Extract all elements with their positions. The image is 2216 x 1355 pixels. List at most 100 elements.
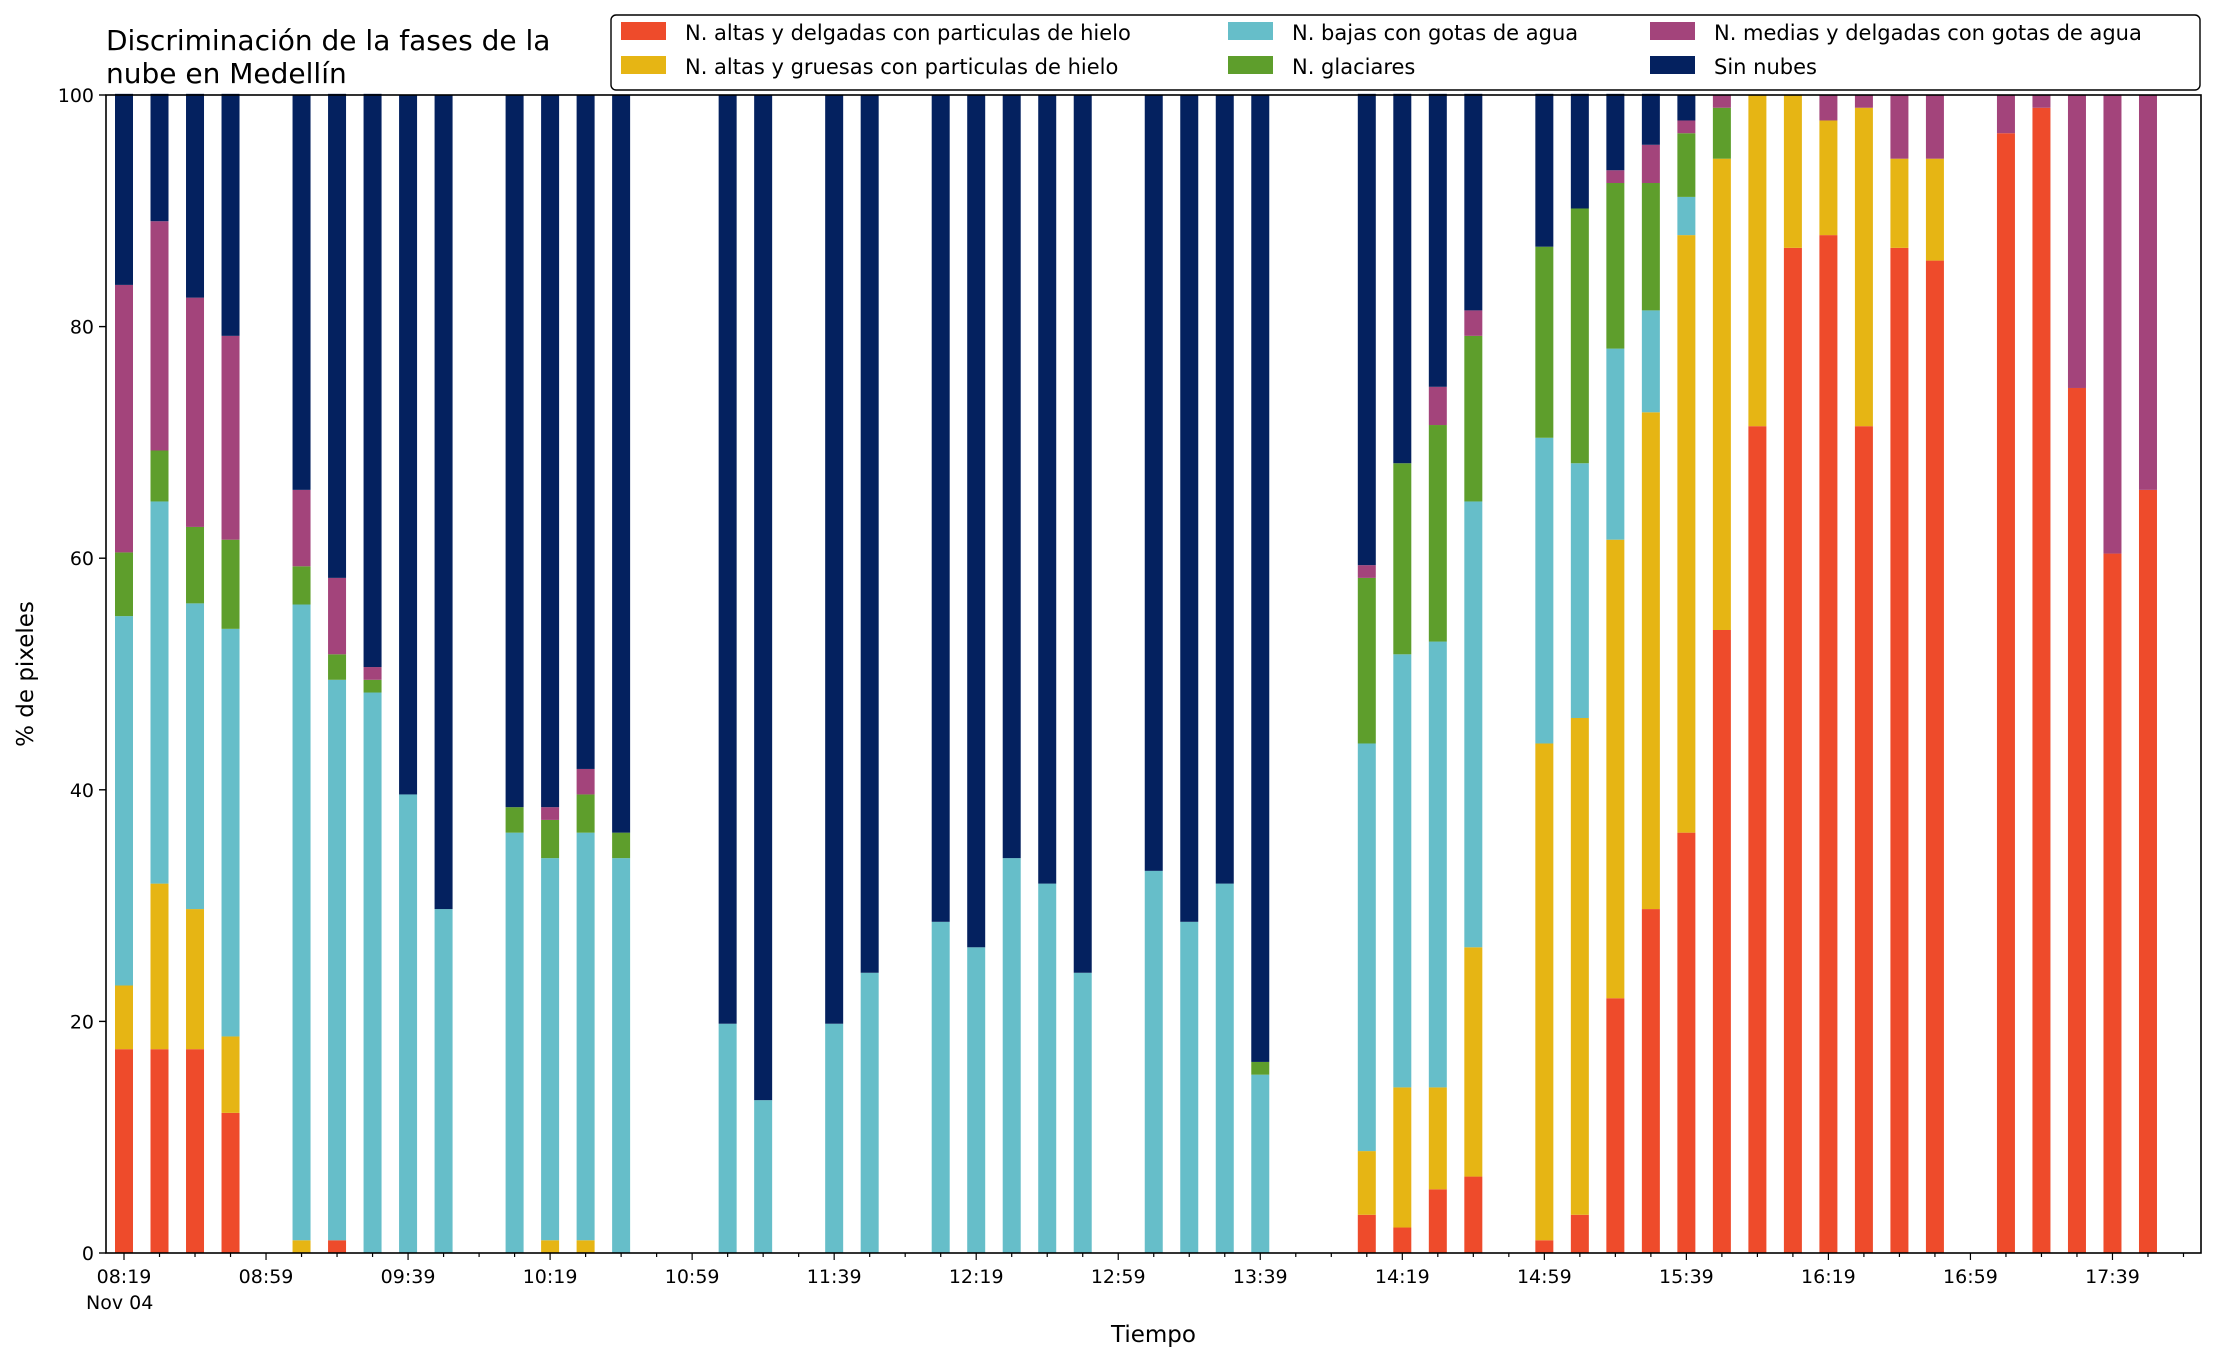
bar-segment-13:29-s5 [1215,95,1234,884]
bar-segment-10:09-s3 [505,807,524,833]
bar-segment-09:09-s5 [292,95,311,490]
bar-segment-11:09-s2 [718,1023,737,1253]
bar-segment-15:49-s3 [1712,107,1731,159]
x-axis-label: Tiempo [1110,1322,1196,1348]
bar-segment-09:09-s2 [292,604,311,1241]
legend-label: N. altas y gruesas con particulas de hie… [685,55,1118,79]
bar-segment-15:29-s1 [1641,412,1660,910]
bar-segment-15:39-s0 [1677,832,1696,1253]
bar-segment-16:19-s1 [1819,120,1838,236]
bar-segment-14:39-s4 [1464,310,1483,336]
bar-segment-14:09-s3 [1357,577,1376,744]
bar-segment-12:19-s5 [967,95,986,948]
x-tick-label: 09:39 [381,1266,436,1288]
bar-segment-08:19-s4 [115,284,133,553]
bar-segment-10:09-s2 [505,832,524,1253]
bar-segment-12:39-s5 [1038,95,1057,884]
bar-segment-14:09-s2 [1357,743,1376,1152]
bar-segment-15:19-s4 [1606,170,1625,184]
bar-segment-09:29-s3 [363,679,382,693]
x-tick-label: 08:59 [239,1266,294,1288]
bar-segment-08:29-s3 [150,450,169,502]
bar-segment-09:19-s5 [328,93,347,578]
bar-segment-15:39-s1 [1677,235,1696,833]
legend-swatch [1650,56,1695,74]
bar-segment-12:49-s2 [1073,972,1092,1253]
bar-segment-14:39-s5 [1464,93,1483,311]
bar-segment-10:29-s5 [576,95,595,769]
bar-segment-17:09-s0 [1996,133,2015,1254]
bar-segment-14:59-s5 [1535,93,1554,247]
bar-segment-09:09-s3 [292,566,311,605]
bar-segment-08:29-s1 [150,883,169,1050]
bar-segment-16:29-s1 [1854,107,1873,427]
x-tick-label: 12:59 [1091,1266,1146,1288]
chart-title-line-1: Discriminación de la fases de la [106,24,550,57]
legend-swatch [621,22,666,40]
bar-segment-14:29-s3 [1428,425,1447,642]
bar-segment-15:29-s5 [1641,93,1660,145]
bar-segment-08:39-s2 [186,603,205,910]
bar-segment-08:49-s5 [221,93,240,336]
bar-segment-15:59-s1 [1748,95,1767,427]
y-tick-label: 80 [70,317,94,339]
bar-segment-15:49-s1 [1712,158,1731,630]
bar-segment-09:49-s5 [434,95,453,910]
bar-segment-10:39-s3 [612,832,631,859]
legend-label: Sin nubes [1714,55,1817,79]
bar-segment-15:19-s1 [1606,539,1625,999]
legend-label: N. glaciares [1292,55,1415,79]
y-axis: 0 20 40 60 80 100 [58,85,106,1265]
bar-segment-14:19-s1 [1393,1087,1412,1228]
bar-segment-14:39-s1 [1464,947,1483,1177]
bar-segment-15:09-s1 [1570,718,1589,1215]
bar-segment-16:09-s0 [1783,247,1802,1253]
bar-segment-14:19-s0 [1393,1227,1412,1253]
bar-segment-10:19-s5 [541,95,560,808]
bar-segment-15:19-s2 [1606,348,1625,540]
bar-segment-14:19-s3 [1393,463,1412,655]
legend-swatch [1650,22,1695,40]
bar-segment-11:19-s2 [754,1100,773,1253]
bar-segment-15:09-s2 [1570,463,1589,719]
bar-segment-09:19-s3 [328,654,347,680]
bar-segment-16:29-s0 [1854,426,1873,1253]
x-tick-label: 08:19 [97,1266,152,1288]
bar-segment-17:29-s0 [2067,387,2086,1253]
legend-swatch [1228,22,1273,40]
bar-segment-08:49-s2 [221,628,240,1037]
bar-segment-15:39-s2 [1677,196,1696,236]
bar-segment-11:19-s5 [754,95,773,1101]
bar-segment-11:49-s2 [860,972,879,1253]
bar-segment-09:09-s1 [292,1240,311,1253]
x-date-label: Nov 04 [86,1292,153,1314]
bar-segment-08:29-s0 [150,1049,169,1253]
bar-segment-15:29-s4 [1641,144,1660,184]
bar-segment-13:39-s3 [1251,1061,1270,1075]
bar-segment-14:59-s2 [1535,437,1554,744]
bar-segment-16:49-s1 [1925,158,1944,261]
bar-segment-10:19-s4 [541,807,560,820]
bar-segment-17:19-s4 [2032,95,2051,108]
bar-segment-16:09-s1 [1783,95,1802,248]
y-axis-label: % de pixeles [13,601,39,747]
bar-segment-08:19-s0 [115,1049,133,1253]
x-tick-label: 12:19 [949,1266,1004,1288]
bar-segment-14:39-s3 [1464,335,1483,502]
bar-segment-14:59-s0 [1535,1240,1554,1253]
bar-segment-15:09-s5 [1570,93,1589,209]
bar-segment-16:39-s4 [1890,95,1909,159]
y-tick-label: 60 [70,548,94,570]
bar-segment-10:29-s1 [576,1240,595,1253]
bar-segment-09:19-s2 [328,679,347,1241]
bar-segment-17:29-s4 [2067,95,2086,388]
bar-segment-13:29-s2 [1215,883,1234,1253]
bar-segment-15:09-s0 [1570,1214,1589,1253]
bar-segment-14:09-s5 [1357,93,1376,566]
legend: N. altas y delgadas con particulas de hi… [610,14,2201,91]
bar-segment-10:39-s5 [612,95,631,833]
bar-segment-17:19-s0 [2032,107,2051,1253]
bar-segment-13:09-s5 [1144,95,1163,871]
chart-title: Discriminación de la fases de la nube en… [106,24,550,90]
